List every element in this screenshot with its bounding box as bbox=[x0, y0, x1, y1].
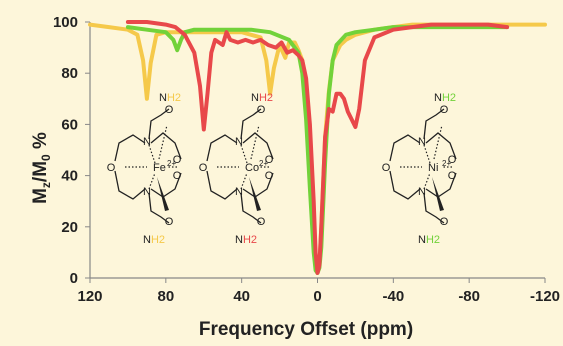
ring-bond bbox=[425, 132, 457, 160]
coordination-bond bbox=[250, 124, 260, 160]
metal-charge: 2+ bbox=[167, 159, 176, 168]
amide-arm-top bbox=[240, 108, 262, 140]
amide-arm-bottom bbox=[148, 192, 170, 224]
y-tick-label: 40 bbox=[61, 168, 78, 185]
atom-label: O bbox=[199, 162, 208, 174]
metal-center: Ni bbox=[428, 162, 438, 174]
series-layer bbox=[88, 20, 547, 275]
atom-label: N bbox=[235, 186, 243, 198]
wedge-bond bbox=[249, 177, 261, 211]
series-line-1 bbox=[88, 22, 547, 275]
coordination-bond bbox=[240, 172, 248, 190]
metal-charge: 2+ bbox=[259, 159, 268, 168]
atom-label: O bbox=[173, 170, 182, 182]
x-tick-label: -80 bbox=[458, 288, 480, 305]
atom-label: O bbox=[257, 216, 266, 228]
ring-bond bbox=[150, 172, 182, 198]
amide-nh2-top: NH2 bbox=[159, 92, 181, 104]
ring-bond bbox=[389, 170, 421, 200]
x-tick-label: 120 bbox=[77, 288, 102, 305]
ring-bond bbox=[206, 170, 238, 200]
amide-arm-bottom bbox=[423, 192, 445, 224]
coordination-bond bbox=[423, 172, 431, 190]
y-tick-label: 0 bbox=[70, 270, 78, 287]
y-tick-label: 80 bbox=[61, 65, 78, 82]
metal-center: Co bbox=[245, 162, 259, 174]
y-axis-title-zero: 0 bbox=[39, 154, 53, 161]
atom-label: N bbox=[143, 136, 151, 148]
atom-label: O bbox=[165, 104, 174, 116]
atom-label: O bbox=[382, 162, 391, 174]
atom-label: N bbox=[418, 136, 426, 148]
atom-label: N bbox=[235, 136, 243, 148]
axes: 120 80 40 0 -40 -80 -120 0 20 40 60 80 100 bbox=[53, 14, 560, 305]
wedge-bond bbox=[432, 177, 444, 211]
ring-bond bbox=[242, 132, 274, 160]
amide-nh2-bottom: NH2 bbox=[418, 234, 440, 246]
y-tick-label: 60 bbox=[61, 116, 78, 133]
amide-nh2-bottom: NH2 bbox=[143, 234, 165, 246]
metal-center: Fe bbox=[153, 162, 166, 174]
atom-label: O bbox=[440, 104, 449, 116]
y-tick-label: 20 bbox=[61, 219, 78, 236]
label-layer: Frequency Offset (ppm) Mz/M0 % bbox=[30, 132, 413, 340]
wedge-bond bbox=[157, 177, 169, 211]
series-line-3 bbox=[125, 20, 510, 275]
amide-nh2-top: NH2 bbox=[434, 92, 456, 104]
x-tick-label: -40 bbox=[382, 288, 404, 305]
atom-label: O bbox=[165, 216, 174, 228]
coordination-bond bbox=[148, 172, 156, 190]
atom-label: O bbox=[173, 154, 182, 166]
ring-bond bbox=[242, 172, 274, 198]
atom-label: O bbox=[257, 104, 266, 116]
y-axis-title-slash: / bbox=[30, 176, 51, 182]
ring-bond bbox=[425, 172, 457, 198]
y-axis-title-m: M bbox=[30, 188, 51, 204]
metal-charge: 2+ bbox=[442, 159, 451, 168]
ring-bond bbox=[114, 134, 146, 162]
y-axis-title-percent: % bbox=[30, 132, 51, 154]
atom-label: O bbox=[265, 154, 274, 166]
x-tick-label: -120 bbox=[530, 288, 560, 305]
y-tick-label: 100 bbox=[53, 14, 78, 31]
x-tick-label: 40 bbox=[233, 288, 250, 305]
ring-bond bbox=[150, 132, 182, 160]
atom-label: O bbox=[107, 162, 116, 174]
y-axis-title-m0: M bbox=[30, 161, 51, 177]
ring-bond bbox=[114, 170, 146, 200]
x-tick-label: 0 bbox=[313, 288, 321, 305]
amide-arm-top bbox=[423, 108, 445, 140]
coordination-bond bbox=[158, 124, 168, 160]
atom-label: O bbox=[448, 170, 457, 182]
x-axis-title: Frequency Offset (ppm) bbox=[199, 319, 413, 340]
amide-arm-top bbox=[148, 108, 170, 140]
ring-bond bbox=[206, 134, 238, 162]
amide-nh2-top: NH2 bbox=[251, 92, 273, 104]
x-tick-label: 80 bbox=[157, 288, 174, 305]
amide-arm-bottom bbox=[240, 192, 262, 224]
series-line-2 bbox=[125, 25, 510, 275]
ring-bond bbox=[389, 134, 421, 162]
atom-label: O bbox=[265, 170, 274, 182]
y-axis-title-z: z bbox=[39, 182, 53, 188]
atom-label: N bbox=[143, 186, 151, 198]
y-axis-title: Mz/M0 % bbox=[30, 132, 53, 204]
atom-label: O bbox=[440, 216, 449, 228]
atom-label: O bbox=[448, 154, 457, 166]
coordination-bond bbox=[433, 124, 443, 160]
atom-label: N bbox=[418, 186, 426, 198]
amide-nh2-bottom: NH2 bbox=[235, 234, 257, 246]
